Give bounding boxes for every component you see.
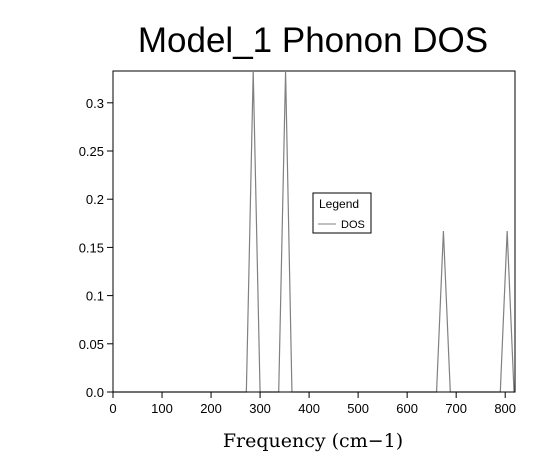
x-tick-label-600: 600 bbox=[396, 401, 418, 416]
x-tick-label-200: 200 bbox=[200, 401, 222, 416]
legend: Legend DOS bbox=[312, 192, 372, 234]
x-tick-label-700: 700 bbox=[445, 401, 467, 416]
x-tick-label-300: 300 bbox=[249, 401, 271, 416]
x-tick-label-100: 100 bbox=[151, 401, 173, 416]
y-tick-label-6: 0.3 bbox=[86, 96, 104, 111]
x-axis-label: Frequency (cm−1) bbox=[223, 430, 403, 452]
y-axis-ticks: 0.0 0.05 0.1 0.15 0.2 0.25 0.3 bbox=[79, 96, 113, 400]
axes bbox=[112, 71, 515, 393]
legend-title: Legend bbox=[319, 197, 359, 211]
chart-title: Model_1 Phonon DOS bbox=[138, 21, 488, 60]
x-tick-label-800: 800 bbox=[494, 401, 516, 416]
y-tick-label-3: 0.15 bbox=[79, 240, 104, 255]
legend-box bbox=[312, 192, 372, 234]
y-tick-label-1: 0.05 bbox=[79, 337, 104, 352]
y-tick-label-2: 0.1 bbox=[86, 289, 104, 304]
y-tick-label-4: 0.2 bbox=[86, 192, 104, 207]
y-tick-label-5: 0.25 bbox=[79, 144, 104, 159]
y-tick-label-0: 0.0 bbox=[86, 385, 104, 400]
legend-entry-dos: DOS bbox=[341, 219, 365, 231]
x-tick-label-0: 0 bbox=[109, 401, 116, 416]
x-tick-label-500: 500 bbox=[347, 401, 369, 416]
x-tick-label-400: 400 bbox=[298, 401, 320, 416]
x-axis-ticks: 0 100 200 300 400 500 600 700 800 bbox=[109, 392, 516, 416]
